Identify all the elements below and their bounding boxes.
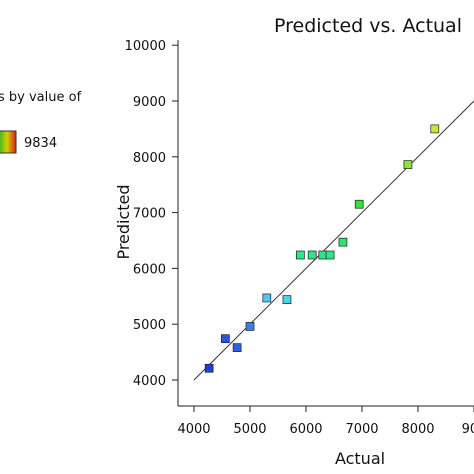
y-ticks: 4000 5000 6000 7000 8000 9000 10000 xyxy=(125,39,178,389)
y-tick-label: 4000 xyxy=(133,374,166,389)
data-point xyxy=(338,237,348,247)
x-ticks: 4000 5000 6000 7000 8000 900 xyxy=(177,406,474,437)
data-point xyxy=(204,363,214,373)
y-tick-label: 10000 xyxy=(125,39,166,54)
legend-max-label: 9834 xyxy=(24,136,57,151)
data-point xyxy=(232,343,242,352)
data-point xyxy=(245,322,255,331)
data-point xyxy=(318,250,328,260)
legend-color-bar xyxy=(0,130,17,154)
data-points xyxy=(204,124,440,373)
y-tick-label: 7000 xyxy=(133,207,166,222)
x-tick-label: 6000 xyxy=(289,422,322,437)
y-tick-label: 6000 xyxy=(133,262,166,277)
data-point xyxy=(430,124,440,134)
x-tick-label: 4000 xyxy=(177,422,210,437)
y-tick-label: 5000 xyxy=(133,318,166,333)
data-point xyxy=(403,160,413,169)
x-tick-label: 900 xyxy=(462,422,474,437)
data-point xyxy=(262,293,272,303)
data-point xyxy=(354,199,364,209)
reference-line xyxy=(193,100,474,381)
data-point xyxy=(296,250,305,260)
y-tick-label: 8000 xyxy=(133,151,166,166)
data-point xyxy=(307,250,317,260)
legend-color-caption: s by value of xyxy=(0,90,82,105)
x-tick-label: 7000 xyxy=(345,422,378,437)
x-axis-title: Actual xyxy=(335,449,385,468)
y-tick-label: 9000 xyxy=(133,95,166,110)
data-point xyxy=(282,295,292,304)
y-axis-title: Predicted xyxy=(114,184,133,259)
data-point xyxy=(221,334,230,344)
data-point xyxy=(325,250,335,260)
x-tick-label: 5000 xyxy=(233,422,266,437)
chart-title: Predicted vs. Actual xyxy=(274,15,462,37)
x-tick-label: 8000 xyxy=(401,422,434,437)
